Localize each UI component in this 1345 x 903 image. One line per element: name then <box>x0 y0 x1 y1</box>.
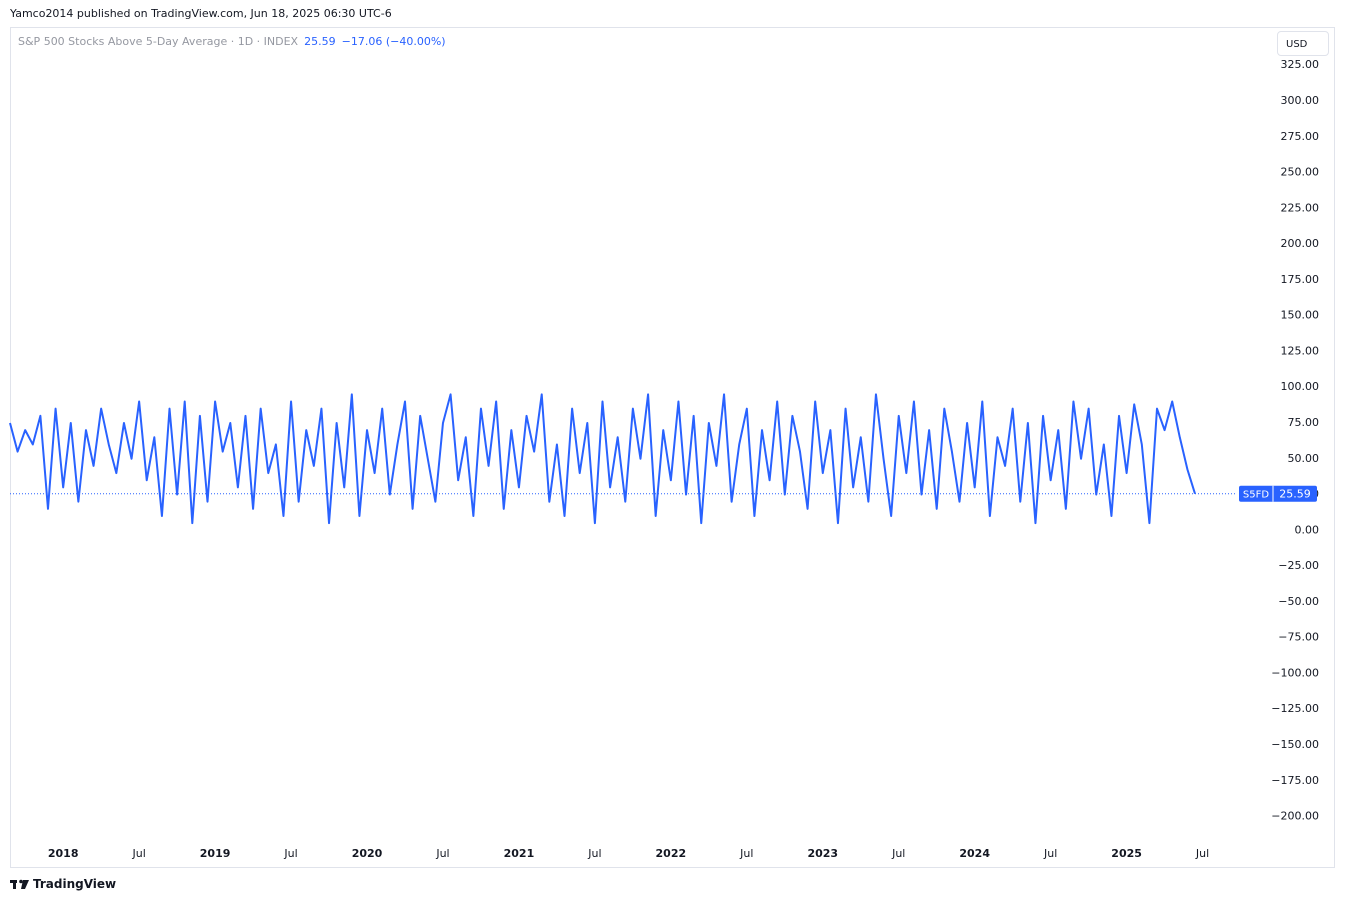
y-tick-label: 100.00 <box>1281 380 1320 393</box>
x-tick-label: 2018 <box>48 847 79 860</box>
x-tick-label: Jul <box>587 847 601 860</box>
x-tick-label: 2023 <box>807 847 838 860</box>
x-tick-label: Jul <box>891 847 905 860</box>
y-tick-label: 175.00 <box>1281 273 1320 286</box>
chart-frame <box>10 27 1335 868</box>
y-tick-label: 200.00 <box>1281 237 1320 250</box>
x-tick-label: 2025 <box>1111 847 1142 860</box>
x-tick-label: Jul <box>131 847 145 860</box>
brand: TradingView <box>33 877 117 891</box>
x-tick-label: 2024 <box>959 847 990 860</box>
x-tick-label: Jul <box>1195 847 1209 860</box>
y-tick-label: 325.00 <box>1281 58 1320 71</box>
y-tick-label: 250.00 <box>1281 166 1320 179</box>
x-tick-label: 2020 <box>352 847 383 860</box>
currency-button[interactable]: USD <box>1277 31 1329 56</box>
y-tick-label: −150.00 <box>1271 738 1319 751</box>
x-tick-label: 2022 <box>656 847 687 860</box>
y-tick-label: −50.00 <box>1278 595 1319 608</box>
y-tick-label: 150.00 <box>1281 309 1320 322</box>
x-tick-label: 2021 <box>504 847 535 860</box>
price-tag-value: 25.59 <box>1279 488 1311 501</box>
legend: S&P 500 Stocks Above 5-Day Average · 1D … <box>18 35 446 48</box>
y-tick-label: 300.00 <box>1281 94 1320 107</box>
y-tick-label: 75.00 <box>1288 416 1320 429</box>
y-tick-label: 50.00 <box>1288 452 1320 465</box>
y-tick-label: −100.00 <box>1271 666 1319 679</box>
y-tick-label: −125.00 <box>1271 702 1319 715</box>
y-tick-label: −25.00 <box>1278 559 1319 572</box>
tv-logo <box>10 879 29 889</box>
publisher-line: Yamco2014 published on TradingView.com, … <box>10 7 392 20</box>
y-tick-label: 0.00 <box>1295 523 1320 536</box>
series-line <box>9 393 1196 525</box>
series-title: S&P 500 Stocks Above 5-Day Average · 1D … <box>18 35 299 48</box>
y-tick-label: −175.00 <box>1271 774 1319 787</box>
x-tick-label: Jul <box>739 847 753 860</box>
last-value: 25.59 <box>304 35 336 48</box>
y-tick-label: 225.00 <box>1281 201 1320 214</box>
y-tick-label: −75.00 <box>1278 631 1319 644</box>
y-tick-label: −200.00 <box>1271 810 1319 823</box>
change: −17.06 (−40.00%) <box>341 35 446 48</box>
x-tick-label: Jul <box>1043 847 1057 860</box>
y-tick-label: 275.00 <box>1281 130 1320 143</box>
price-tag <box>1239 485 1317 502</box>
x-tick-label: 2019 <box>200 847 231 860</box>
price-tag-symbol: S5FD <box>1243 490 1269 501</box>
x-tick-label: Jul <box>283 847 297 860</box>
x-tick-label: Jul <box>435 847 449 860</box>
y-tick-label: 125.00 <box>1281 344 1320 357</box>
